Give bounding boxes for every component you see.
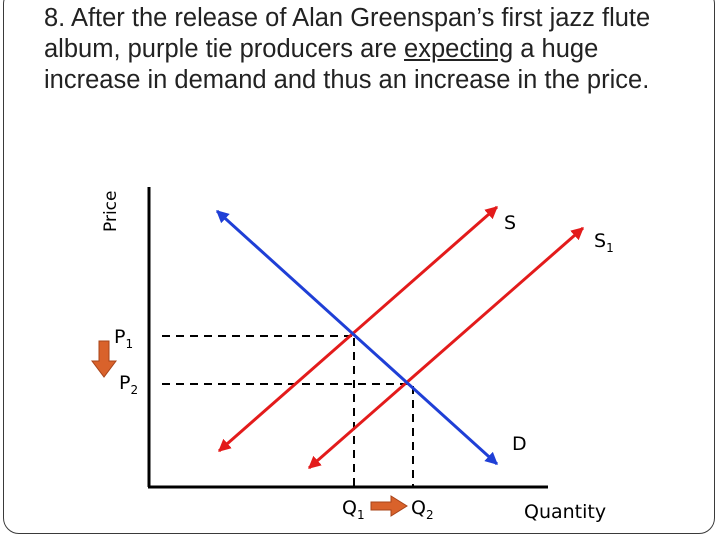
slide-frame	[3, 0, 715, 534]
q1-label-sub: 1	[357, 508, 365, 522]
question-text-start: 8. After the release of Alan Greenspan’s…	[44, 4, 651, 63]
price-down-arrow-icon	[91, 340, 117, 378]
y-axis-label: Price	[101, 191, 121, 232]
q2-label: Q2	[411, 497, 434, 522]
quantity-right-arrow-icon	[370, 495, 408, 517]
demand-curve	[215, 209, 499, 466]
q2-label-main: Q	[411, 497, 426, 519]
p1-label-main: P	[114, 326, 125, 348]
question-text-emphasis: expecting	[404, 35, 514, 63]
q2-label-sub: 2	[426, 508, 434, 522]
question-text-end: a huge increase in demand and thus an in…	[44, 35, 650, 94]
p1-label: P1	[114, 326, 133, 351]
p2-label-sub: 2	[130, 383, 138, 397]
q1-label: Q1	[342, 497, 365, 522]
p1-label-sub: 1	[125, 337, 133, 351]
supply-curve	[218, 205, 498, 453]
question-text: 8. After the release of Alan Greenspan’s…	[44, 3, 694, 96]
supply-curve-shifted	[308, 226, 584, 470]
q1-label-main: Q	[342, 497, 357, 519]
p2-label-main: P	[119, 372, 130, 394]
demand-label: D	[512, 433, 527, 455]
supply-label: S	[504, 212, 516, 234]
supply-shifted-label-main: S	[594, 230, 606, 252]
supply-shifted-label: S1	[594, 230, 614, 255]
p2-label: P2	[119, 372, 138, 397]
x-axis-label: Quantity	[524, 501, 606, 523]
supply-shifted-label-sub: 1	[606, 241, 614, 255]
